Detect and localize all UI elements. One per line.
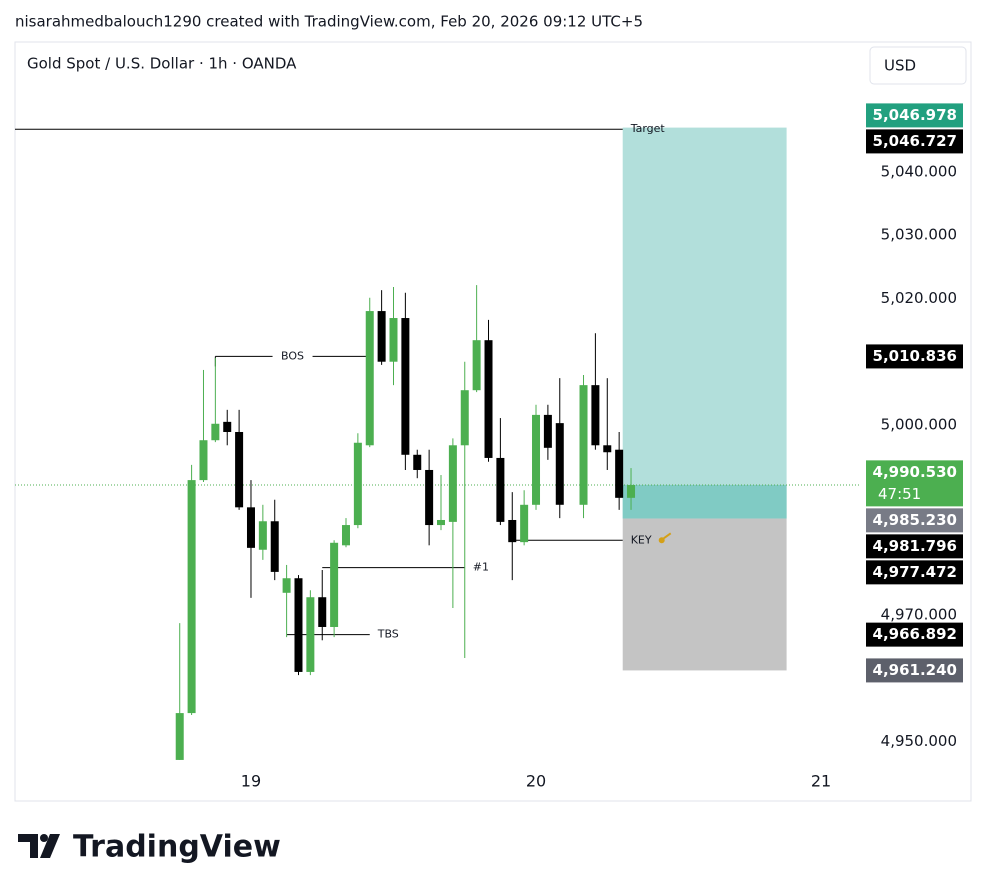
candle-body: [627, 484, 636, 498]
candle-body: [258, 521, 267, 550]
key-icon: [658, 537, 665, 544]
logo-icon: [18, 834, 60, 858]
price-label: 4,961.240: [873, 661, 957, 679]
candle-body: [246, 507, 255, 548]
candle-body: [294, 578, 303, 672]
header: nisarahmedbalouch1290 created with Tradi…: [15, 13, 643, 31]
y-tick-label: 5,020.000: [881, 289, 957, 307]
candle-body: [448, 445, 457, 522]
candle-body: [187, 480, 196, 714]
candle-body: [223, 421, 232, 432]
price-label-bg: [866, 560, 963, 585]
candle-body: [270, 521, 279, 572]
price-label-bg: [866, 129, 963, 154]
candle-body: [341, 525, 350, 546]
price-label-bg: [866, 622, 963, 647]
candle-body: [615, 449, 624, 498]
annotation-label: KEY: [631, 533, 652, 546]
candle-body: [175, 713, 184, 760]
chart-title: Gold Spot / U.S. Dollar · 1h · OANDA: [27, 55, 297, 73]
chart-frame: [14, 41, 972, 802]
candle-body: [532, 414, 541, 505]
price-label: 4,985.230: [873, 511, 957, 529]
candle-body: [591, 385, 600, 446]
candle-body: [472, 340, 481, 391]
candle-body: [508, 519, 517, 543]
candle-body: [579, 385, 588, 505]
candle-body: [282, 578, 291, 593]
price-label-bg: [866, 103, 963, 128]
annotation-label: Target: [630, 122, 666, 135]
price-label-bg: [866, 460, 963, 507]
price-label-bg: [866, 508, 963, 533]
price-label: 5,046.727: [873, 132, 957, 150]
candle-body: [330, 542, 339, 627]
currency-button[interactable]: [869, 46, 967, 85]
candle-body: [401, 318, 410, 455]
y-tick-label: 4,970.000: [881, 605, 957, 623]
candle-body: [603, 445, 612, 453]
candle-body: [235, 431, 244, 508]
candle-body: [389, 318, 398, 362]
plot-area: Target BOS #1 TBS KEY: [15, 122, 860, 760]
y-tick-label: 5,000.000: [881, 416, 957, 434]
candle-body: [211, 423, 220, 441]
candle-body: [555, 423, 564, 505]
price-label-bg: [866, 534, 963, 559]
price-axis: 5,040.000 5,030.000 5,020.000 5,000.000 4,97…: [241, 103, 963, 791]
position-profit-zone: [622, 127, 787, 519]
price-label: 4,981.796: [873, 537, 957, 555]
candle-body: [496, 457, 505, 522]
candle-body: [520, 504, 529, 543]
key-icon: [663, 532, 672, 540]
x-tick-label: 19: [241, 772, 261, 791]
price-label: 5,046.978: [873, 106, 957, 124]
candle-body: [484, 340, 493, 458]
candle-body: [437, 519, 446, 526]
candle-body: [306, 597, 315, 672]
candle-body: [318, 597, 327, 627]
logo-text: TradingView: [73, 830, 281, 865]
candle-body: [353, 442, 362, 526]
x-tick-label: 21: [811, 772, 831, 791]
candle-body: [543, 414, 552, 448]
annotation-label: BOS: [281, 349, 304, 362]
candle-body: [199, 440, 208, 481]
price-countdown: 47:51: [878, 485, 921, 503]
price-label-bg: [866, 658, 963, 683]
candle-body: [425, 469, 434, 526]
y-tick-label: 5,030.000: [881, 226, 957, 244]
y-tick-label: 5,040.000: [881, 162, 957, 180]
annotation-label: TBS: [377, 628, 399, 641]
price-label: 4,966.892: [873, 625, 957, 643]
currency[interactable]: USD: [884, 57, 916, 75]
candle-body: [377, 311, 386, 362]
y-tick-label: 4,950.000: [881, 732, 957, 750]
candle-body: [365, 311, 374, 446]
position-loss-zone: [622, 518, 787, 671]
candle-body: [413, 454, 422, 470]
price-label-bg: [866, 344, 963, 369]
annotation-label: #1: [473, 561, 489, 574]
position-filled-zone: [622, 484, 787, 519]
price-label: 4,977.472: [873, 563, 957, 581]
price-label: 4,990.530: [873, 463, 957, 481]
candle-body: [460, 390, 469, 446]
x-tick-label: 20: [526, 772, 546, 791]
price-label: 5,010.836: [873, 347, 957, 365]
